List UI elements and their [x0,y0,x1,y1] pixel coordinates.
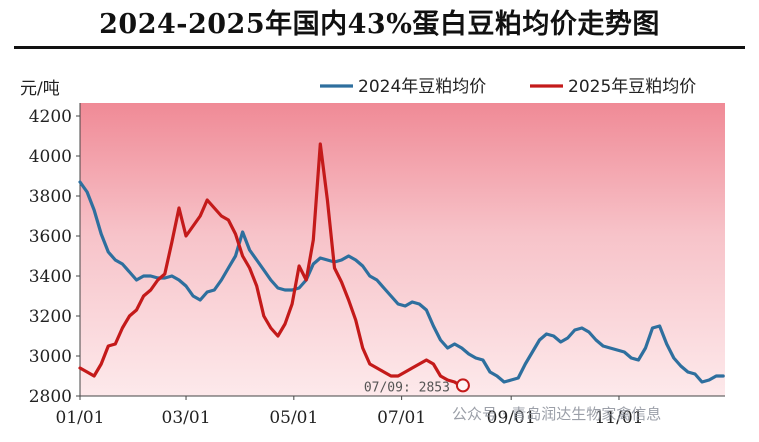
watermark-text: 公众号 · 青岛润达生物家禽信息 [452,405,662,423]
x-tick-label: 07/01 [377,408,426,428]
y-tick-label: 3800 [29,187,72,207]
y-tick-label: 3600 [29,227,72,247]
y-tick-label: 3400 [29,267,72,287]
series-line-1 [78,180,725,384]
legend-label-1: 2024年豆粕均价 [358,77,486,97]
series-line-2 [78,142,462,387]
y-axis-label: 元/吨 [20,79,60,99]
title-divider [14,46,745,49]
y-tick-label: 4200 [29,107,72,127]
legend-label-2: 2025年豆粕均价 [568,77,696,97]
annotation-label: 07/09: 2853 [364,380,450,395]
annotation-marker [455,378,470,393]
chart-title: 2024-2025年国内43%蛋白豆粕均价走势图 [99,9,660,40]
plot-background [80,103,725,396]
x-tick-label: 09/01 [487,408,536,428]
x-tick-label: 11/01 [594,408,643,428]
x-tick-label: 03/01 [162,408,211,428]
y-tick-label: 4000 [29,147,72,167]
y-tick-label: 3000 [29,347,72,367]
x-tick-label: 05/01 [269,408,318,428]
y-tick-label: 2800 [29,387,72,407]
x-tick-label: 01/01 [56,408,105,428]
y-tick-label: 3200 [29,307,72,327]
